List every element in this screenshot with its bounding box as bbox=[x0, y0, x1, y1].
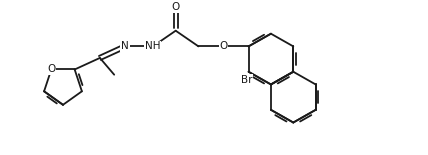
Text: NH: NH bbox=[145, 41, 160, 51]
Text: Br: Br bbox=[241, 75, 253, 85]
Text: O: O bbox=[220, 41, 228, 51]
Text: O: O bbox=[47, 64, 56, 75]
Text: O: O bbox=[172, 2, 180, 13]
Text: N: N bbox=[121, 41, 129, 51]
Text: N: N bbox=[121, 41, 129, 51]
Text: NH: NH bbox=[145, 41, 160, 51]
Text: O: O bbox=[172, 2, 180, 13]
Text: O: O bbox=[220, 41, 228, 51]
Text: O: O bbox=[47, 64, 56, 75]
